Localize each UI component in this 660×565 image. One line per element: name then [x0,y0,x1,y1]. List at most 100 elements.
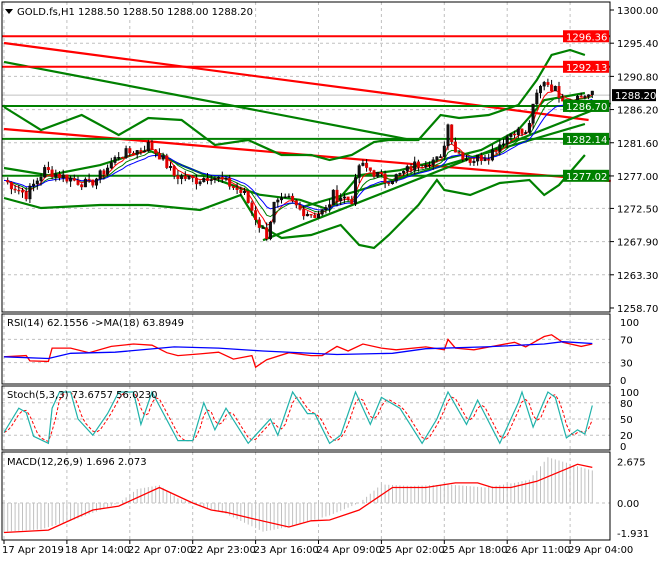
candle-body [542,82,546,87]
x-tick-label: 24 Apr 09:00 [317,545,382,556]
candle [9,181,13,195]
candle [446,123,450,151]
candle [157,148,161,160]
trend-line [262,102,612,242]
candle-body [139,150,143,152]
candle [557,81,561,103]
candle [276,197,280,208]
macd-panel-frame [1,451,611,541]
candle-body [128,148,132,154]
candle-body [331,189,335,205]
candle [339,193,343,206]
candle-body [202,178,206,183]
y-tick-label: 1286.20 [617,106,658,117]
candle [365,159,369,172]
candle-body [198,181,202,185]
candle-body [416,161,420,168]
candle [69,175,73,187]
stoch-signal-line [3,391,593,443]
candle [213,176,217,184]
candle [439,154,443,159]
candle [479,152,483,165]
collapse-triangle-icon[interactable] [5,9,13,14]
candle-body [161,155,165,160]
candle-body [453,141,457,153]
candle-body [58,173,62,179]
candle-body [298,204,302,210]
candle-body [50,169,54,178]
price-level-badge [563,60,609,73]
candle [235,182,239,194]
candle-body [154,149,158,154]
candle [91,179,95,188]
candle-body [72,178,76,181]
candle-body [305,213,309,217]
stoch-panel-frame [1,385,611,451]
candle [61,169,65,183]
candle [483,154,487,162]
price-level-label: 1286.70 [566,102,607,113]
candle [335,185,339,207]
stoch-tick-label: 80 [620,399,633,410]
candle-body [365,162,369,168]
candle-body [354,177,358,205]
candle-body [61,174,65,179]
candle [254,206,258,226]
candle-body [254,210,258,221]
candle-body [531,103,535,124]
candle-body [246,191,250,203]
candle [413,156,417,175]
candle-body [350,199,354,205]
candle [113,155,117,166]
candle-body [468,158,472,163]
candle-body [117,157,121,159]
candle [102,168,106,180]
candle-body [21,190,25,193]
stochastic-panel[interactable] [3,390,593,445]
candle [561,93,565,102]
candle-body [391,181,395,185]
candle [346,196,350,202]
candle-body [372,170,376,177]
candle-body [424,165,428,168]
candle [509,133,513,142]
rsi-ma-line [3,341,593,360]
candle-body [265,227,269,240]
candle [224,176,228,182]
candle-body [28,185,32,200]
candle-body [276,199,280,203]
candle-body [242,191,246,193]
candle [328,199,332,213]
macd-panel[interactable] [3,457,593,534]
candle [117,152,121,161]
candle-body [487,159,491,161]
candle-body [209,179,213,181]
candle-body [339,197,343,201]
candle [43,164,47,178]
candle-body [32,183,36,187]
candle-body [383,173,387,183]
price-panel[interactable] [2,35,612,250]
candle-body [165,155,169,168]
rsi-panel[interactable] [3,334,593,369]
candle [505,134,509,149]
candle-body [83,178,87,188]
candle [317,210,321,219]
candle [387,182,391,186]
candle [294,199,298,209]
candle [539,84,543,99]
y-tick-label: 1295.40 [617,39,658,50]
candle [150,139,154,150]
candle [398,172,402,177]
candle [428,161,432,169]
candle-body [180,175,184,179]
candle [472,158,476,166]
candle [342,193,346,204]
candle [268,220,272,241]
candle [161,152,165,161]
candle-body [131,152,135,155]
candle [205,172,209,185]
y-tick-label: 1258.70 [617,304,658,315]
candle-body [557,86,561,98]
